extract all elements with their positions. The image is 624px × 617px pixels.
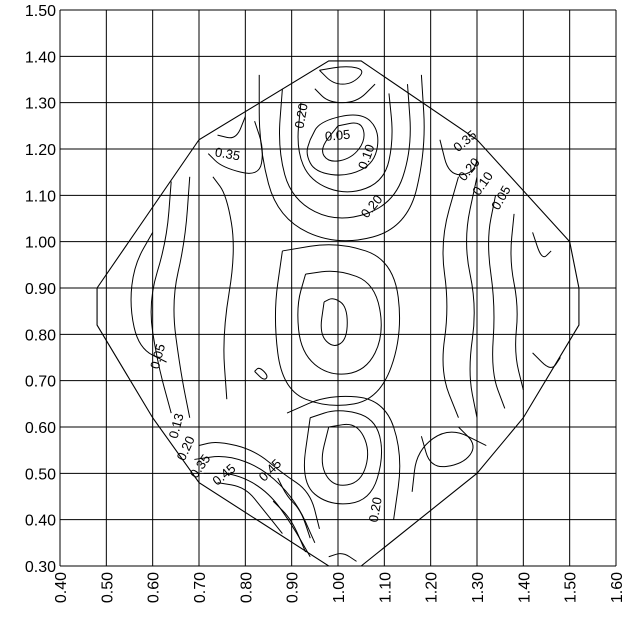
contour-line-0 [319,66,363,85]
contour-line-2 [322,122,365,162]
contour-label: 0.13 [166,412,187,440]
contour-line-35 [254,367,268,380]
contour-line-17 [207,121,263,174]
x-tick-label: 0.50 [99,572,116,603]
x-tick-label: 1.20 [424,572,441,603]
y-tick-label: 0.90 [25,281,56,298]
x-tick-label: 1.00 [331,572,348,603]
contour-line-16 [130,232,167,363]
y-tick-label: 1.00 [25,235,56,252]
contour-line-12 [286,395,401,520]
y-tick-label: 1.40 [25,49,56,66]
x-tick-label: 0.90 [285,572,302,603]
contour-line-29 [194,456,316,544]
contour-line-32 [277,477,311,539]
y-tick-label: 1.10 [25,188,56,205]
contour-line-10 [321,423,369,486]
boundary-polygon [96,60,580,567]
contour-line-3 [306,114,379,176]
contour-line-20 [466,176,478,418]
contour-line-8 [297,270,382,375]
x-tick-label: 1.50 [563,572,580,603]
x-tick-labels: 0.40 0.50 0.60 0.70 0.80 0.90 1.00 1.10 1.20 1.30… [53,572,624,603]
y-tick-labels: 0.30 0.40 0.50 0.60 0.70 0.80 0.90 1.00 1.10 1.20… [25,3,56,576]
contour-line-1 [314,83,376,104]
x-tick-label: 1.30 [470,572,487,603]
contour-line-34 [328,553,357,562]
domain-boundary [96,60,580,567]
y-tick-label: 0.50 [25,466,56,483]
contour-label: 0.05 [147,342,168,370]
contour-line-4 [297,93,393,193]
contour-line-14 [173,176,191,418]
contour-line-6 [258,74,425,242]
x-tick-label: 0.40 [53,572,70,603]
y-tick-label: 1.50 [25,3,56,20]
contour-line-28 [198,441,320,530]
y-tick-label: 1.20 [25,142,56,159]
x-tick-label: 0.60 [146,572,163,603]
y-tick-label: 1.30 [25,96,56,113]
contour-line-13 [212,176,234,400]
x-tick-label: 0.80 [238,572,255,603]
y-tick-label: 0.40 [25,513,56,530]
contour-line-25 [439,139,478,176]
contour-label: 0.20 [292,102,311,130]
contour-line-33 [272,500,307,553]
contour-line-27 [411,431,487,492]
contour-label: 0.05 [324,127,351,144]
contour-line-22 [510,213,524,391]
contour-line-23 [532,232,552,258]
x-tick-label: 1.40 [516,572,533,603]
contour-line-31 [217,482,283,534]
contour-label: 0.20 [366,496,385,524]
x-tick-label: 0.70 [192,572,209,603]
contour-lines [130,66,561,562]
contour-line-7 [320,298,348,346]
contour-line-19 [442,176,459,418]
y-tick-label: 0.30 [25,559,56,576]
contour-label: 0.35 [214,144,242,163]
x-tick-label: 1.10 [377,572,394,603]
contour-line-5 [279,84,411,219]
y-tick-label: 0.80 [25,327,56,344]
contour-line-15 [150,181,172,414]
x-tick-label: 1.60 [609,572,624,603]
contour-line-18 [217,116,246,139]
contour-line-26 [420,426,474,468]
contour-line-21 [488,195,506,409]
contour-line-9 [274,244,401,406]
y-tick-label: 0.60 [25,420,56,437]
contour-line-30 [203,472,311,557]
contour-line-11 [303,410,383,505]
y-tick-label: 0.70 [25,374,56,391]
